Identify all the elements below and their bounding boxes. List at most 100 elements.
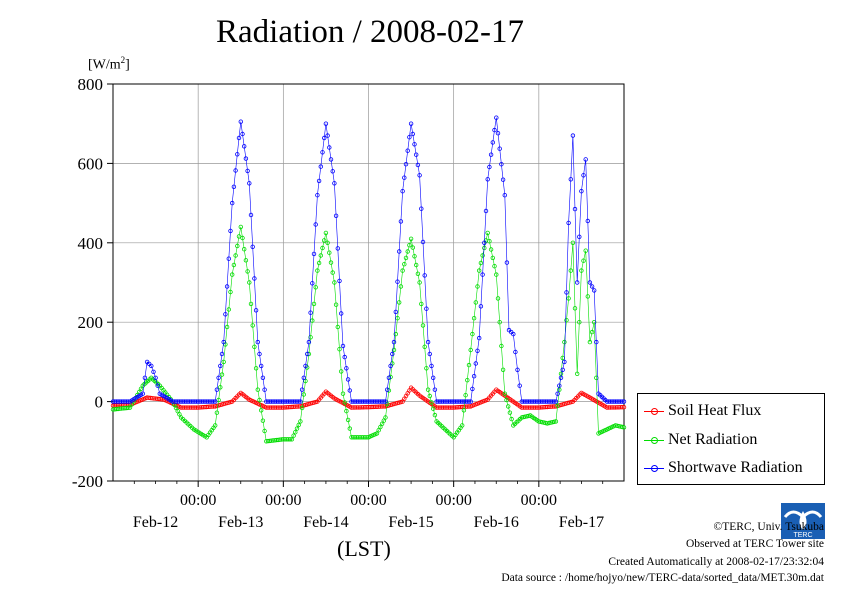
data-point-2 — [316, 178, 322, 184]
data-point-0 — [620, 405, 625, 410]
data-point-1 — [577, 320, 582, 325]
data-point-1 — [487, 238, 492, 244]
legend-label-shortwave: Shortwave Radiation — [668, 459, 803, 476]
data-point-1 — [473, 300, 478, 305]
data-point-2 — [555, 391, 560, 396]
data-point-1 — [260, 418, 266, 423]
data-point-2 — [219, 351, 225, 357]
x-tick-time-label: 00:00 — [521, 492, 557, 509]
data-point-2 — [318, 164, 323, 169]
data-point-1 — [405, 249, 410, 254]
data-point-1 — [252, 344, 257, 349]
data-point-1 — [398, 284, 404, 289]
data-point-1 — [376, 428, 381, 433]
data-point-1 — [250, 323, 255, 328]
data-point-1 — [507, 410, 513, 415]
data-point-2 — [570, 133, 576, 138]
data-point-2 — [151, 369, 156, 374]
data-point-1 — [572, 306, 578, 311]
x-tick-time-label: 00:00 — [350, 492, 386, 509]
x-date-label: Feb-12 — [133, 514, 178, 531]
data-point-2 — [226, 256, 231, 261]
data-point-2 — [478, 304, 484, 309]
data-point-2 — [303, 363, 308, 369]
x-date-label: Feb-13 — [218, 514, 263, 531]
data-point-2 — [575, 280, 580, 285]
y-tick-label: 600 — [78, 154, 104, 173]
data-point-1 — [463, 393, 468, 398]
data-point-1 — [621, 425, 627, 430]
data-point-1 — [214, 410, 220, 415]
data-point-2 — [333, 213, 339, 218]
data-point-2 — [383, 399, 388, 404]
data-point-2 — [214, 387, 220, 392]
data-point-2 — [414, 152, 419, 157]
data-point-1 — [248, 301, 254, 307]
data-point-2 — [381, 399, 386, 404]
plot-frame — [112, 83, 625, 482]
data-point-1 — [175, 408, 180, 414]
data-point-2 — [332, 181, 337, 186]
data-point-2 — [231, 184, 237, 189]
data-point-1 — [332, 280, 337, 285]
legend-label-soil: Soil Heat Flux — [668, 402, 762, 419]
data-point-1 — [335, 324, 340, 330]
data-point-1 — [570, 240, 576, 245]
footer-created: Created Automatically at 2008-02-17/23:3… — [608, 556, 824, 568]
data-point-2 — [579, 188, 584, 194]
data-point-2 — [337, 278, 342, 284]
data-point-2 — [504, 260, 510, 265]
data-point-1 — [499, 343, 504, 349]
data-point-1 — [231, 262, 237, 268]
data-point-1 — [240, 235, 245, 241]
data-point-1 — [337, 347, 342, 352]
x-tick-time-label: 00:00 — [435, 492, 471, 509]
data-point-1 — [494, 272, 499, 277]
data-point-2 — [499, 161, 504, 167]
data-point-1 — [328, 260, 334, 265]
footer-observed: Observed at TERC Tower site — [685, 538, 824, 550]
data-point-2 — [330, 169, 335, 174]
data-point-1 — [221, 359, 226, 365]
data-point-1 — [564, 318, 569, 323]
data-point-2 — [149, 363, 154, 369]
data-point-1 — [465, 378, 470, 383]
data-point-1 — [294, 426, 300, 431]
data-point-1 — [506, 404, 511, 409]
data-point-2 — [340, 343, 346, 349]
data-point-2 — [224, 284, 230, 289]
data-point-1 — [236, 234, 242, 239]
data-point-1 — [289, 437, 295, 442]
data-point-1 — [422, 344, 427, 349]
data-point-2 — [410, 131, 415, 137]
data-point-2 — [397, 249, 402, 254]
data-point-2 — [427, 351, 432, 357]
data-point-2 — [386, 375, 392, 380]
x-axis-label: (LST) — [337, 536, 391, 561]
data-point-1 — [585, 294, 590, 299]
data-point-1 — [477, 268, 482, 273]
x-date-label: Feb-16 — [474, 514, 519, 531]
chart-title: Radiation / 2008-02-17 — [216, 14, 524, 50]
data-point-2 — [223, 312, 228, 317]
data-point-1 — [509, 416, 514, 422]
data-point-1 — [247, 280, 252, 285]
data-point-1 — [313, 285, 318, 290]
data-point-2 — [335, 246, 340, 251]
data-point-2 — [247, 181, 252, 186]
data-point-1 — [552, 419, 557, 424]
data-point-2 — [259, 363, 264, 369]
data-point-2 — [494, 115, 499, 120]
data-point-2 — [245, 168, 250, 174]
data-point-2 — [466, 399, 472, 404]
data-point-2 — [557, 383, 562, 388]
data-point-1 — [127, 405, 133, 410]
data-point-2 — [236, 135, 242, 141]
data-point-1 — [412, 254, 417, 259]
data-point-2 — [487, 164, 492, 170]
data-point-1 — [432, 412, 438, 418]
data-point-2 — [296, 399, 301, 404]
data-point-2 — [250, 244, 255, 249]
data-point-2 — [468, 399, 473, 404]
